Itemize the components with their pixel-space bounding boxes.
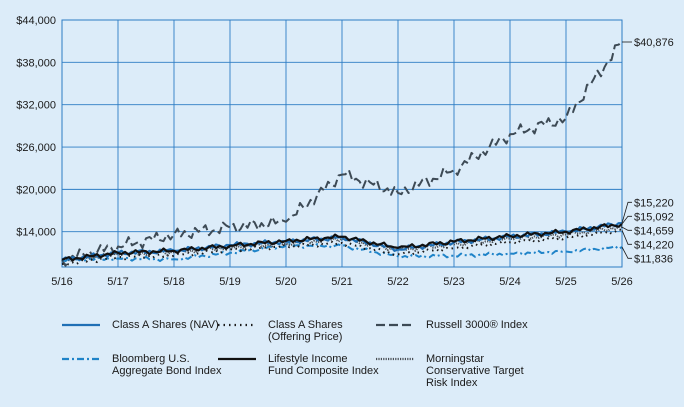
x-tick-label: 5/22	[387, 276, 408, 288]
x-tick-label: 5/16	[51, 276, 72, 288]
x-tick-label: 5/17	[107, 276, 128, 288]
end-value-label: $14,220	[634, 239, 674, 251]
end-label-leader	[621, 230, 632, 245]
end-value-label: $40,876	[634, 37, 674, 49]
legend-label: Risk Index	[426, 377, 478, 389]
y-axis: $44,000 $38,000 $32,000 $26,000 $20,000 $14,0…	[16, 15, 56, 239]
legend-label: Russell 3000® Index	[426, 319, 528, 331]
x-tick-label: 5/25	[555, 276, 576, 288]
series-line	[61, 41, 623, 267]
legend-item: Class A Shares(Offering Price)	[218, 319, 343, 343]
end-label-leader	[621, 201, 632, 224]
legend-label: Lifestyle Income	[268, 353, 347, 365]
legend-label: Class A Shares	[268, 319, 343, 331]
end-label-leader	[621, 226, 632, 231]
x-tick-label: 5/19	[219, 276, 240, 288]
end-labels: $40,876 $15,220 $15,092 $14,659 $14,220 $11,8…	[621, 37, 674, 265]
end-value-label: $14,659	[634, 225, 674, 237]
series-line	[61, 242, 623, 263]
y-tick-label: $38,000	[16, 57, 56, 69]
end-label-leader	[621, 246, 632, 259]
legend: Class A Shares (NAV) Class A Shares(Offer…	[62, 319, 528, 389]
x-tick-label: 5/21	[331, 276, 352, 288]
series-line	[61, 225, 623, 262]
legend-label: Conservative Target	[426, 365, 524, 377]
y-tick-label: $26,000	[16, 142, 56, 154]
legend-item: Russell 3000® Index	[376, 319, 528, 331]
series-line	[61, 223, 623, 262]
y-tick-label: $20,000	[16, 184, 56, 196]
x-tick-label: 5/18	[163, 276, 184, 288]
end-value-label: $15,220	[634, 197, 674, 209]
x-tick-label: 5/23	[443, 276, 464, 288]
legend-label: Bloomberg U.S.	[112, 353, 190, 365]
legend-item: Class A Shares (NAV)	[62, 319, 219, 331]
legend-label: Morningstar	[426, 353, 484, 365]
legend-label: (Offering Price)	[268, 331, 342, 343]
legend-item: Bloomberg U.S.Aggregate Bond Index	[62, 353, 222, 377]
legend-label: Fund Composite Index	[268, 365, 379, 377]
gridlines	[61, 19, 623, 267]
legend-label: Class A Shares (NAV)	[112, 319, 219, 331]
end-label-leader	[621, 215, 632, 225]
end-value-label: $15,092	[634, 211, 674, 223]
y-tick-label: $14,000	[16, 227, 56, 239]
legend-label: Aggregate Bond Index	[112, 365, 222, 377]
end-value-label: $11,836	[634, 253, 673, 265]
x-tick-label: 5/24	[499, 276, 520, 288]
x-tick-label: 5/20	[275, 276, 296, 288]
x-tick-label: 5/26	[611, 276, 632, 288]
series-line	[61, 228, 623, 266]
series-lines	[61, 41, 623, 267]
y-tick-label: $44,000	[16, 15, 56, 27]
x-axis: 5/16 5/17 5/18 5/19 5/20 5/21 5/22 5/23 5/24 5/25…	[51, 276, 632, 288]
y-tick-label: $32,000	[16, 100, 56, 112]
